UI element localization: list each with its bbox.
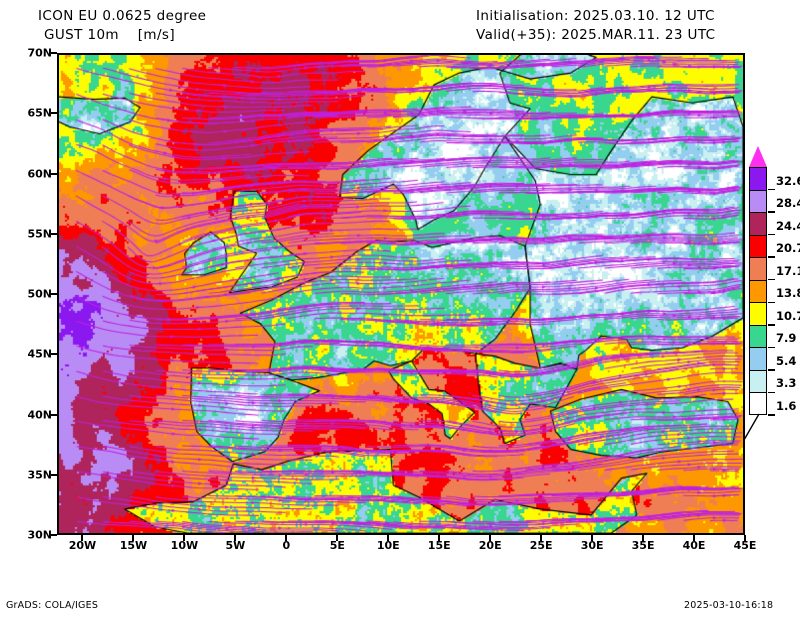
grads-credit: GrADS: COLA/IGES xyxy=(6,600,99,611)
lon-tick-label: 35E xyxy=(631,539,655,552)
map-plot-area xyxy=(57,53,745,535)
colorbar-tick-label: 20.7 xyxy=(776,241,800,256)
lon-tick-label: 20E xyxy=(478,539,502,552)
lon-tick-mark xyxy=(183,535,186,541)
lon-tick-mark xyxy=(744,535,746,541)
lon-tick-mark xyxy=(336,535,339,541)
model-title: ICON EU 0.0625 degree xyxy=(38,8,207,24)
colorbar-tick-mark xyxy=(768,188,775,191)
initialisation-time: Initialisation: 2025.03.10. 12 UTC xyxy=(476,8,715,24)
lon-tick-label: 30E xyxy=(580,539,604,552)
lon-tick-mark xyxy=(81,535,84,541)
lon-tick-mark xyxy=(489,535,492,541)
lat-tick-label: 45N xyxy=(27,347,52,361)
lat-tick-label: 35N xyxy=(27,468,52,482)
lat-tick-label: 65N xyxy=(27,106,52,120)
lon-tick-label: 25E xyxy=(529,539,553,552)
colorbar xyxy=(749,167,767,415)
colorbar-tick-label: 3.3 xyxy=(776,376,797,391)
colorbar-underflow-tail xyxy=(743,413,760,441)
colorbar-tick-mark xyxy=(768,414,775,416)
lon-tick-mark xyxy=(693,535,696,541)
lat-tick-mark xyxy=(51,172,57,175)
colorbar-band xyxy=(749,167,767,190)
lat-tick-mark xyxy=(51,112,57,115)
lon-tick-label: 20W xyxy=(68,539,97,552)
colorbar-tick-label: 5.4 xyxy=(776,353,797,368)
lon-tick-label: 15E xyxy=(427,539,451,552)
lon-tick-mark xyxy=(438,535,441,541)
colorbar-tick-label: 10.7 xyxy=(776,308,800,323)
colorbar-band xyxy=(749,369,767,393)
colorbar-tick-mark xyxy=(768,301,775,304)
colorbar-tick-label: 32.6 xyxy=(776,173,800,188)
lat-tick-mark xyxy=(51,232,57,235)
colorbar-tick-mark xyxy=(768,369,775,371)
colorbar-overflow-arrow xyxy=(749,146,767,167)
colorbar-tick-mark xyxy=(768,346,775,349)
colorbar-band xyxy=(749,189,767,213)
colorbar-band xyxy=(749,212,767,235)
lat-tick-mark xyxy=(51,534,57,536)
lat-tick-mark xyxy=(51,52,57,54)
colorbar-tick-mark xyxy=(768,324,775,326)
colorbar-tick-mark xyxy=(768,233,775,236)
colorbar-band xyxy=(749,279,767,303)
lon-tick-mark xyxy=(540,535,543,541)
lon-tick-label: 10E xyxy=(376,539,400,552)
colorbar-band xyxy=(749,234,767,258)
colorbar-tick-label: 1.6 xyxy=(776,399,797,413)
lat-tick-label: 70N xyxy=(27,46,52,60)
lat-tick-label: 30N xyxy=(27,528,52,542)
gust-field-canvas xyxy=(59,55,743,533)
lon-tick-label: 5E xyxy=(329,539,345,552)
colorbar-band xyxy=(749,392,767,415)
colorbar-band xyxy=(749,302,767,325)
colorbar-tick-mark xyxy=(768,256,775,258)
lon-tick-mark xyxy=(132,535,135,541)
lat-tick-label: 55N xyxy=(27,227,52,241)
lon-tick-label: 10W xyxy=(170,539,199,552)
lon-tick-mark xyxy=(591,535,594,541)
lon-tick-mark xyxy=(234,535,237,541)
render-timestamp: 2025-03-10-16:18 xyxy=(684,600,774,611)
lat-tick-label: 40N xyxy=(27,408,52,421)
lat-tick-label: 60N xyxy=(27,167,52,180)
colorbar-tick-label: 13.8 xyxy=(776,286,800,301)
lon-tick-label: 15W xyxy=(119,539,148,552)
lat-tick-mark xyxy=(51,473,57,476)
lon-tick-mark xyxy=(285,535,288,541)
colorbar-tick-mark xyxy=(768,278,775,281)
colorbar-tick-label: 24.4 xyxy=(776,218,800,233)
lon-tick-label: 5W xyxy=(225,539,246,552)
colorbar-tick-label: 7.9 xyxy=(776,331,797,346)
colorbar-tick-label: 17.1 xyxy=(776,263,800,278)
lat-tick-mark xyxy=(51,293,57,295)
lon-tick-label: 45E xyxy=(733,539,757,552)
lat-tick-mark xyxy=(51,413,57,416)
lon-tick-mark xyxy=(387,535,390,541)
lat-tick-mark xyxy=(51,353,57,356)
lon-tick-mark xyxy=(642,535,645,541)
colorbar-tick-mark xyxy=(768,211,775,213)
colorbar-band xyxy=(749,257,767,280)
variable-title: GUST 10m [m/s] xyxy=(44,27,176,43)
valid-time: Valid(+35): 2025.MAR.11. 23 UTC xyxy=(476,27,716,43)
lat-tick-label: 50N xyxy=(27,287,52,301)
colorbar-band xyxy=(749,324,767,348)
colorbar-band xyxy=(749,347,767,370)
colorbar-tick-mark xyxy=(768,391,775,394)
colorbar-tick-label: 28.4 xyxy=(776,196,800,211)
lon-tick-label: 40E xyxy=(682,539,706,552)
lon-tick-label: 0 xyxy=(282,539,291,552)
